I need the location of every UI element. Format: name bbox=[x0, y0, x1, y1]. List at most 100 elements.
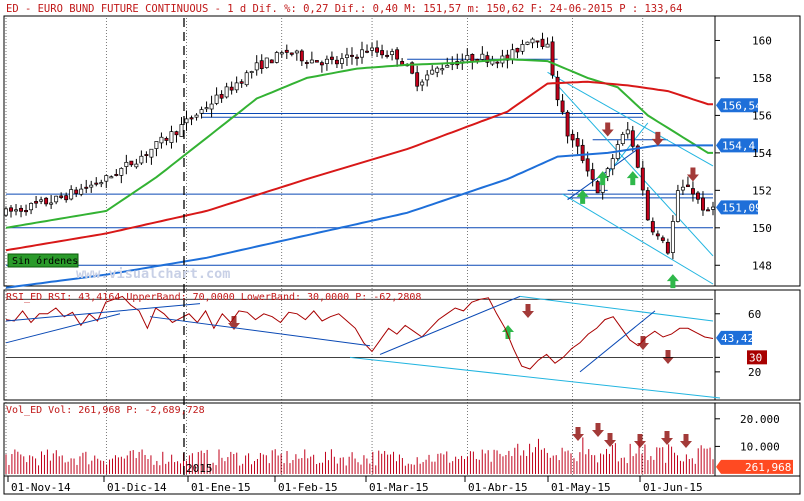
candle bbox=[370, 42, 374, 57]
candle bbox=[590, 162, 595, 187]
rsi-band-tag-label: 30 bbox=[749, 351, 762, 364]
candle bbox=[530, 37, 535, 49]
candle-body bbox=[535, 40, 540, 43]
rsi-value-tag-label: 43,42 bbox=[721, 332, 754, 345]
candle-body bbox=[34, 201, 39, 204]
candle-body bbox=[410, 62, 415, 74]
candle bbox=[244, 70, 249, 87]
candle-body bbox=[239, 81, 244, 84]
candle-body bbox=[114, 174, 119, 176]
candle-body bbox=[284, 49, 289, 53]
x-tick-label: 01-May-15 bbox=[551, 481, 611, 494]
price-panel bbox=[3, 15, 716, 287]
candle-body bbox=[324, 58, 329, 64]
candle bbox=[314, 60, 319, 63]
candle-body bbox=[314, 60, 319, 63]
candle-body bbox=[690, 188, 695, 195]
candle-body bbox=[29, 203, 34, 211]
candle-body bbox=[711, 206, 715, 210]
candle-body bbox=[24, 210, 29, 213]
candle bbox=[124, 154, 129, 175]
candle bbox=[189, 115, 194, 126]
candle bbox=[550, 36, 555, 79]
candle bbox=[620, 131, 625, 146]
candle-body bbox=[515, 47, 520, 53]
candle bbox=[279, 50, 284, 58]
status-box-label: Sin órdenes bbox=[12, 255, 78, 267]
candle bbox=[269, 59, 274, 64]
candle-body bbox=[259, 60, 264, 70]
moving-average-line bbox=[5, 144, 713, 289]
candle bbox=[44, 196, 49, 207]
candle bbox=[560, 94, 565, 115]
candle bbox=[430, 65, 435, 75]
candle-body bbox=[445, 65, 450, 68]
candle bbox=[340, 53, 344, 69]
arrow-up-icon bbox=[626, 171, 639, 186]
candle bbox=[224, 82, 229, 99]
grid-layer bbox=[5, 18, 644, 476]
candle bbox=[685, 176, 690, 188]
candle-body bbox=[590, 169, 595, 180]
candle-body bbox=[680, 186, 685, 191]
candle-body bbox=[129, 160, 134, 166]
candle bbox=[395, 47, 400, 67]
price-candles bbox=[4, 32, 715, 260]
candle-body bbox=[269, 59, 274, 64]
arrow-down-icon bbox=[634, 434, 646, 448]
moving-average-line bbox=[5, 80, 713, 252]
arrow-down-icon bbox=[686, 167, 699, 182]
trendline bbox=[557, 85, 714, 257]
candle bbox=[239, 79, 244, 88]
candle bbox=[149, 148, 154, 165]
candle bbox=[525, 41, 530, 46]
candle-body bbox=[329, 56, 334, 60]
candle-body bbox=[525, 41, 530, 45]
candle-body bbox=[19, 207, 23, 212]
candle bbox=[465, 48, 470, 62]
candle bbox=[690, 181, 695, 202]
moving-average-line bbox=[5, 58, 713, 229]
candle-body bbox=[696, 192, 700, 200]
candle bbox=[234, 76, 239, 93]
candle bbox=[199, 106, 204, 119]
candle bbox=[54, 195, 59, 205]
candle bbox=[159, 132, 164, 149]
candle bbox=[229, 81, 234, 95]
candle-body bbox=[380, 50, 385, 56]
candle bbox=[144, 151, 149, 163]
candle-body bbox=[59, 195, 64, 198]
arrow-down-icon bbox=[601, 122, 614, 137]
candle bbox=[365, 44, 369, 54]
volume-value-tag bbox=[716, 459, 793, 474]
candle-body bbox=[395, 49, 400, 60]
candle bbox=[360, 41, 364, 64]
candle bbox=[74, 186, 79, 198]
status-box[interactable] bbox=[7, 253, 79, 268]
candle bbox=[410, 61, 415, 75]
volume-header: Vol_ED Vol: 261,968 P: -2,689,728 bbox=[6, 405, 205, 416]
candle-body bbox=[219, 94, 224, 99]
candle bbox=[515, 47, 520, 59]
candle-body bbox=[630, 130, 635, 147]
candle bbox=[254, 55, 259, 76]
candle-body bbox=[420, 81, 425, 86]
price-value-tags: 156,54 154,4 151,09 bbox=[716, 98, 762, 215]
candle bbox=[134, 158, 139, 169]
candle-body bbox=[74, 189, 79, 194]
candle-body bbox=[184, 118, 189, 124]
candle-body bbox=[234, 82, 239, 91]
rsi-value-tag bbox=[716, 330, 752, 345]
candle bbox=[625, 122, 630, 139]
candle-body bbox=[294, 50, 299, 54]
candle bbox=[565, 110, 570, 144]
signal-arrows bbox=[228, 122, 699, 448]
candle-body bbox=[224, 86, 229, 98]
candle-body bbox=[279, 52, 284, 55]
candle-body bbox=[104, 175, 109, 182]
candle-body bbox=[480, 53, 485, 60]
candle bbox=[380, 44, 385, 59]
candle bbox=[119, 167, 124, 184]
volume-layer: 10.000 20.000 261,968 bbox=[5, 413, 793, 474]
